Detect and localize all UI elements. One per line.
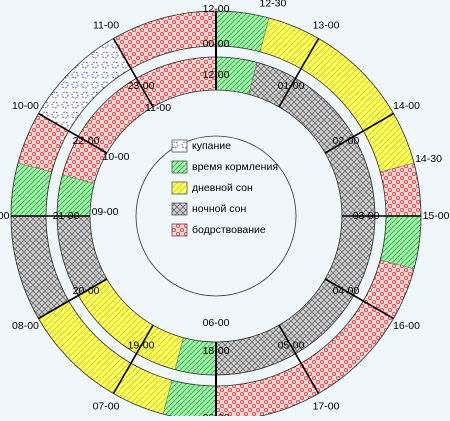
inner-time-label: 05-00 [278, 340, 305, 352]
hour-tick [278, 38, 320, 108]
inner-time-label: 20-00 [73, 285, 100, 297]
legend-label: время кормления [192, 161, 278, 173]
legend-swatch [171, 181, 188, 195]
legend-swatch [171, 202, 188, 216]
legend-swatch [171, 223, 188, 237]
inner-time-label: 10-00 [103, 151, 130, 163]
inner-time-label: 12-00 [203, 69, 230, 81]
outer-segment-feeding [10, 162, 53, 217]
inner-time-label: 02-00 [332, 135, 359, 147]
outer-time-label: 13-00 [313, 19, 340, 31]
legend-item-bathing: купание [171, 139, 231, 153]
inner-time-label: 23-00 [128, 80, 155, 92]
hour-tick [324, 278, 394, 320]
outer-time-label: 10-00 [12, 100, 39, 112]
inner-time-label: 09-00 [92, 206, 119, 218]
inner-time-label: 18-00 [203, 345, 230, 357]
inner-time-label: 22-00 [73, 135, 100, 147]
hour-tick [112, 38, 154, 108]
center-circle [135, 135, 297, 297]
legend-label: бодрствование [192, 224, 266, 236]
legend-swatch [171, 139, 188, 153]
hour-tick [38, 278, 108, 320]
outer-segment-awake [379, 162, 422, 217]
outer-time-label: 07-00 [93, 400, 120, 412]
inner-time-label: 11-00 [145, 102, 171, 114]
inner-time-label: 01-00 [278, 80, 305, 92]
outer-time-label: 14-30 [415, 153, 442, 165]
outer-time-label: 08-00 [12, 320, 39, 332]
outer-time-label: 14-00 [393, 100, 420, 112]
inner-ring-inner-edge [89, 89, 343, 343]
outer-time-label: 12-30 [260, 0, 287, 9]
legend-label: ночной сон [192, 203, 247, 215]
inner-time-label: 19-00 [128, 340, 155, 352]
outer-time-label: 15-00 [423, 210, 450, 222]
outer-time-label: 16-00 [393, 320, 420, 332]
outer-time-label: 12-00 [203, 3, 230, 15]
legend-swatch [171, 160, 188, 174]
outer-segment-feeding [379, 215, 422, 270]
legend-item-day-sleep: дневной сон [171, 181, 253, 195]
hour-tick [324, 112, 394, 154]
inner-time-label: 06-00 [203, 317, 230, 329]
legend-item-feeding: время кормления [171, 160, 278, 174]
legend-item-night-sleep: ночной сон [171, 202, 247, 216]
legend-label: дневной сон [192, 182, 253, 194]
outer-time-label: 09-00 [0, 210, 10, 222]
inner-time-label: 21-00 [53, 210, 80, 222]
hour-tick [112, 324, 154, 394]
legend-label: купание [192, 140, 231, 152]
inner-time-label: 04-00 [332, 285, 359, 297]
legend-item-awake: бодрствование [171, 223, 266, 237]
outer-time-label: 17-00 [313, 400, 340, 412]
outer-time-label: 11-00 [93, 19, 119, 31]
inner-time-label: 03-00 [353, 210, 380, 222]
hour-tick [38, 112, 108, 154]
inner-time-label: 00-00 [203, 38, 230, 50]
outer-time-label: 06-00 [203, 412, 230, 416]
hour-tick [278, 324, 320, 394]
